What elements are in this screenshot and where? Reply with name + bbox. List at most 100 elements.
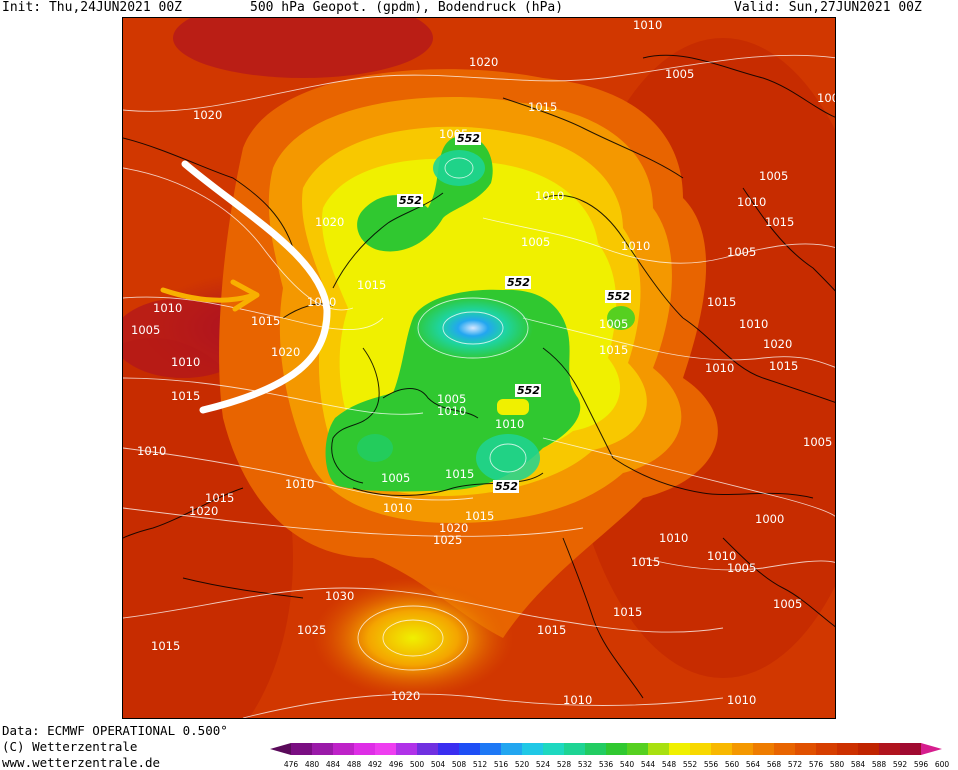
colorbar-swatch: [774, 743, 796, 755]
isobar-label: 1005: [727, 245, 756, 259]
colorbar-tick-label: 544: [641, 760, 656, 769]
colorbar-tick-label: 536: [599, 760, 614, 769]
isobar-label: 1025: [297, 623, 326, 637]
isobar-label: 1010: [705, 361, 734, 375]
isobar-label: 1020: [439, 521, 468, 535]
isobar-label: 1005: [521, 235, 550, 249]
isobar-label: 1005: [817, 91, 836, 105]
isobar-label: 1015: [528, 100, 557, 114]
colorbar-swatch: [333, 743, 355, 755]
colorbar-swatch: [501, 743, 523, 755]
isobar-label: 1015: [765, 215, 794, 229]
colorbar-swatch: [627, 743, 649, 755]
colorbar-swatch: [291, 743, 313, 755]
isobar-label: 1010: [495, 417, 524, 431]
svg-text:552: 552: [457, 132, 480, 145]
colorbar-legend: 476 480 484 488 492 496 500 504 508 512 516 520 524 5…: [270, 743, 950, 769]
colorbar-tick-label: 588: [872, 760, 887, 769]
isobar-label: 1010: [535, 189, 564, 203]
geopotential-label: 552: [515, 384, 541, 397]
geopotential-label: 552: [605, 290, 631, 303]
colorbar-tick-label: 584: [851, 760, 866, 769]
colorbar-tick-label: 476: [284, 760, 299, 769]
colorbar-tick-label: 484: [326, 760, 341, 769]
isobar-label: 1010: [727, 693, 756, 707]
isobar-label: 1010: [707, 549, 736, 563]
colorbar-swatch: [480, 743, 502, 755]
colorbar-swatch: [795, 743, 817, 755]
colorbar-swatch: [732, 743, 754, 755]
isobar-label: 1015: [151, 639, 180, 653]
colorbar-swatch: [837, 743, 859, 755]
colorbar-tick-label: 548: [662, 760, 677, 769]
isobar-label: 1010: [153, 301, 182, 315]
isobar-label: 1005: [773, 597, 802, 611]
svg-text:552: 552: [607, 290, 630, 303]
colorbar-tick-label: 532: [578, 760, 593, 769]
colorbar-swatch: [711, 743, 733, 755]
isobar-label: 1020: [469, 55, 498, 69]
isobar-label: 1015: [707, 295, 736, 309]
isobar-label: 1020: [315, 215, 344, 229]
colorbar-swatch: [564, 743, 586, 755]
colorbar-tick-label: 592: [893, 760, 908, 769]
isobar-label: 1010: [285, 477, 314, 491]
colorbar-arrow-right: [921, 743, 942, 755]
isobar-label: 1010: [633, 18, 662, 32]
isobar-label: 1025: [433, 533, 462, 547]
high-cell: [313, 578, 513, 698]
colorbar-tick-label: 560: [725, 760, 740, 769]
colorbar-tick-label: 580: [830, 760, 845, 769]
cold-core: [413, 296, 533, 360]
map-canvas: 1010102010051005102010151005100510101010…: [123, 18, 836, 718]
colorbar-tick-label: 516: [494, 760, 509, 769]
isobar-label: 1010: [659, 531, 688, 545]
colorbar-tick-label: 556: [704, 760, 719, 769]
colorbar-swatch: [522, 743, 544, 755]
colorbar-swatch: [375, 743, 397, 755]
isobar-label: 1030: [325, 589, 354, 603]
init-time-label: Init: Thu,24JUN2021 00Z: [2, 0, 183, 15]
isobar-label: 1015: [205, 491, 234, 505]
colorbar-tick-label: 512: [473, 760, 488, 769]
isobar-label: 1020: [189, 504, 218, 518]
colorbar-swatch: [354, 743, 376, 755]
isobar-label: 1015: [171, 389, 200, 403]
website-label: www.wetterzentrale.de: [2, 755, 161, 770]
isobar-label: 1010: [563, 693, 592, 707]
colorbar-tick-label: 600: [935, 760, 950, 769]
colorbar-tick-label: 480: [305, 760, 320, 769]
isobar-label: 1015: [465, 509, 494, 523]
svg-text:552: 552: [495, 480, 518, 493]
colorbar-swatch: [900, 743, 922, 755]
colorbar-tick-label: 572: [788, 760, 803, 769]
colorbar-tick-label: 504: [431, 760, 446, 769]
colorbar-swatch: [459, 743, 481, 755]
coastlines: [123, 54, 835, 699]
isobar-label: 1015: [631, 555, 660, 569]
isobar-label: 1005: [665, 67, 694, 81]
colorbar-tick-label: 500: [410, 760, 425, 769]
colorbar-swatch: [816, 743, 838, 755]
colorbar-swatch: [396, 743, 418, 755]
isobar-label: 1015: [357, 278, 386, 292]
isobar-label: 1015: [445, 467, 474, 481]
isobar-label: 1005: [437, 392, 466, 406]
geopotential-label: 552: [397, 194, 423, 207]
colorbar-swatch: [543, 743, 565, 755]
colorbar-tick-label: 488: [347, 760, 362, 769]
isobar-label: 1020: [271, 345, 300, 359]
isobar-label: 1020: [391, 689, 420, 703]
weather-map: 1010102010051005102010151005100510101010…: [122, 17, 836, 719]
geopotential-label: 552: [505, 276, 531, 289]
colorbar-tick-label: 576: [809, 760, 824, 769]
copyright-label: (C) Wetterzentrale: [2, 739, 138, 754]
isobar-label: 1010: [437, 404, 466, 418]
colorbar-swatch: [606, 743, 628, 755]
geopotential-label: 552: [493, 480, 519, 493]
colorbar-tick-label: 520: [515, 760, 530, 769]
isobar-label: 1005: [599, 317, 628, 331]
svg-text:552: 552: [399, 194, 422, 207]
isobar-label: 1020: [193, 108, 222, 122]
trough-annotation-curve: [181, 160, 331, 414]
